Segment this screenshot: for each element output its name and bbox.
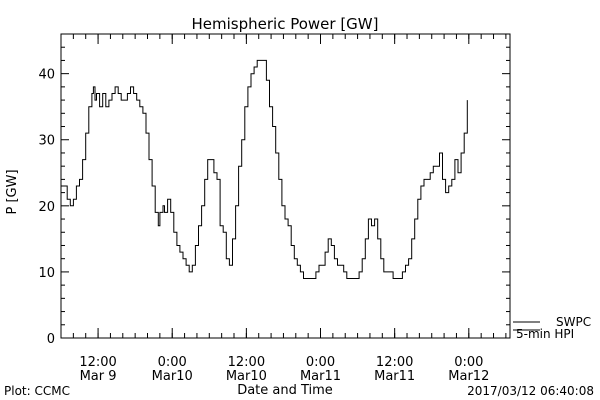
x-axis-label: Date and Time — [237, 383, 333, 398]
y-axis-label: P [GW] — [5, 169, 20, 214]
y-tick-label: 10 — [38, 266, 55, 281]
series-group — [61, 59, 468, 279]
x-tick-label-date: Mar11 — [374, 369, 415, 384]
x-tick-label-time: 0:00 — [306, 355, 335, 370]
plot-timestamp: 2017/03/12 06:40:08 — [467, 384, 594, 398]
x-tick-label-time: 12:00 — [376, 355, 413, 370]
x-tick-label-date: Mar 9 — [80, 369, 117, 384]
y-tick-label: 0 — [47, 332, 55, 347]
plot-credit: Plot: CCMC — [4, 384, 70, 398]
x-tick-label-date: Mar10 — [226, 369, 267, 384]
y-axis: 0 10 20 30 40 — [38, 33, 510, 347]
x-tick-label-time: 12:00 — [228, 355, 265, 370]
y-tick-label: 20 — [38, 200, 55, 215]
y-tick-label: 30 — [38, 134, 55, 149]
x-tick-label-date: Mar11 — [300, 369, 341, 384]
chart-title: Hemispheric Power [GW] — [192, 15, 379, 33]
x-tick-label-time: 0:00 — [158, 355, 187, 370]
x-tick-label-date: Mar12 — [448, 369, 489, 384]
x-tick-label-date: Mar10 — [152, 369, 193, 384]
plot-frame — [60, 33, 511, 339]
legend: SWPC 5-min HPI — [513, 315, 591, 341]
legend-label-swpc: SWPC — [556, 315, 591, 329]
series-line-hpi — [61, 59, 468, 279]
legend-label-hpi: 5-min HPI — [516, 327, 574, 341]
x-tick-label-time: 0:00 — [454, 355, 483, 370]
y-tick-label: 40 — [38, 68, 55, 83]
x-tick-label-time: 12:00 — [79, 355, 116, 370]
